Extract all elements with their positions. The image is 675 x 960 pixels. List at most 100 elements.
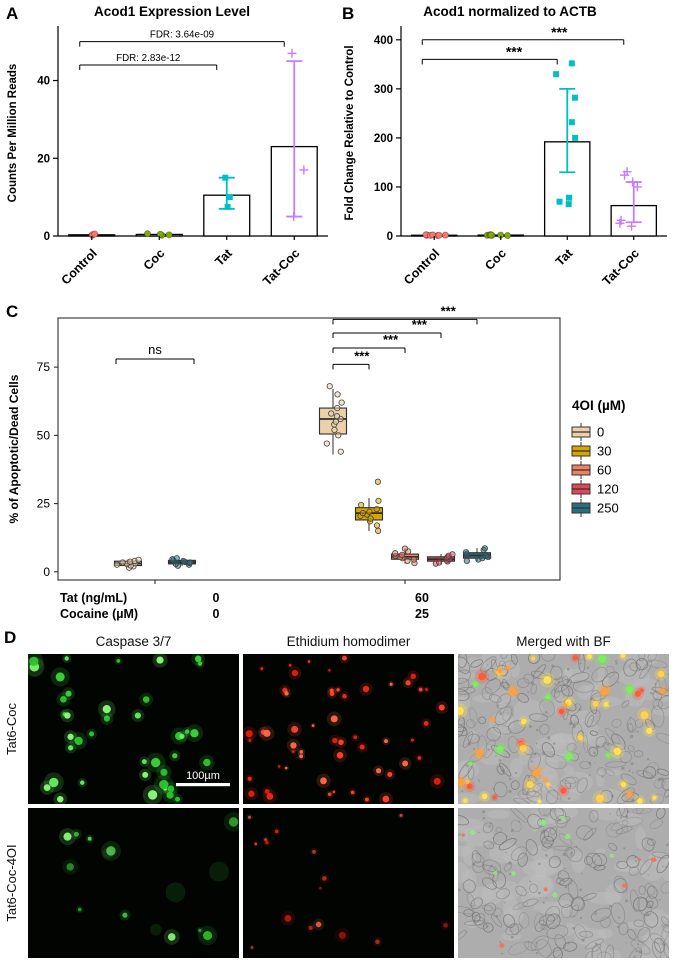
bf-cell bbox=[638, 885, 646, 895]
dot bbox=[330, 715, 338, 723]
bf-speck bbox=[629, 716, 632, 719]
bf-cell bbox=[505, 923, 523, 936]
bf-speck bbox=[545, 711, 548, 714]
bf-cell bbox=[616, 860, 629, 869]
bf-cell bbox=[482, 822, 494, 834]
bf-cell bbox=[662, 924, 669, 933]
bf-speck bbox=[499, 941, 502, 944]
micrograph-image-green bbox=[28, 808, 239, 958]
bf-speck bbox=[646, 757, 650, 761]
bf-speck bbox=[545, 897, 548, 899]
bf-speck bbox=[540, 830, 544, 834]
haze bbox=[209, 861, 230, 882]
data-point bbox=[119, 559, 126, 566]
bf-speck bbox=[593, 861, 596, 864]
bf-cell bbox=[491, 658, 499, 676]
dot bbox=[102, 704, 111, 714]
bf-cell bbox=[595, 736, 607, 748]
bf-speck bbox=[579, 916, 582, 920]
dot bbox=[274, 829, 279, 834]
bf-texture bbox=[549, 733, 583, 743]
bf-speck bbox=[624, 899, 629, 903]
bf-cell bbox=[528, 654, 541, 664]
bf-speck bbox=[458, 888, 461, 892]
data-point bbox=[366, 508, 373, 515]
bf-cell bbox=[569, 904, 580, 918]
data-point bbox=[441, 231, 449, 239]
bf-cell bbox=[630, 939, 651, 955]
bf-cell bbox=[548, 855, 561, 869]
bf-speck bbox=[595, 911, 597, 913]
dot bbox=[382, 795, 390, 803]
dot bbox=[142, 696, 150, 703]
bf-speck bbox=[568, 722, 573, 726]
overlay-dot bbox=[560, 787, 567, 794]
micrograph-tat6-coc-4oi-caspase bbox=[28, 808, 239, 958]
dot bbox=[290, 742, 297, 749]
dot bbox=[384, 739, 388, 744]
dot bbox=[248, 739, 252, 743]
y-tick-label: 200 bbox=[374, 133, 393, 145]
x-category-label: Tat bbox=[212, 246, 235, 269]
dot bbox=[338, 739, 344, 745]
dot bbox=[167, 785, 175, 793]
bf-cell bbox=[567, 703, 581, 716]
bf-cell bbox=[510, 846, 527, 861]
overlay-dot bbox=[543, 887, 548, 892]
bf-cell bbox=[493, 832, 507, 845]
bf-cell bbox=[543, 827, 557, 842]
bf-cell bbox=[552, 845, 573, 851]
bf-texture bbox=[596, 788, 625, 804]
bf-speck bbox=[591, 697, 593, 699]
dot bbox=[184, 729, 190, 734]
dot bbox=[362, 685, 370, 693]
bf-speck bbox=[623, 847, 626, 850]
bf-cell bbox=[488, 865, 499, 882]
data-point bbox=[404, 557, 411, 564]
overlay-dot bbox=[577, 734, 584, 741]
dot bbox=[350, 790, 355, 795]
bf-cell bbox=[644, 883, 656, 896]
bf-cell bbox=[632, 808, 652, 815]
bf-speck bbox=[575, 845, 578, 848]
bf-speck bbox=[654, 682, 657, 685]
bf-cell bbox=[610, 820, 629, 831]
overlay-dot bbox=[598, 655, 607, 663]
overlay-dot bbox=[532, 768, 541, 777]
overlay-dot bbox=[543, 777, 548, 782]
bf-speck bbox=[501, 769, 505, 773]
dot bbox=[247, 776, 252, 781]
bf-speck bbox=[527, 891, 529, 893]
legend-label: 60 bbox=[597, 463, 611, 478]
bf-speck bbox=[578, 708, 582, 712]
bf-cell bbox=[570, 714, 579, 726]
bf-speck bbox=[624, 748, 626, 750]
dot bbox=[307, 660, 311, 663]
bf-cell bbox=[621, 700, 630, 708]
bf-cell bbox=[583, 734, 589, 753]
bf-cell bbox=[517, 852, 528, 867]
fluorescence-background bbox=[243, 808, 454, 958]
bf-cell bbox=[633, 919, 645, 928]
bf-cell bbox=[654, 673, 669, 695]
data-point bbox=[173, 555, 180, 562]
bf-cell bbox=[470, 897, 483, 910]
overlay-dot bbox=[463, 798, 468, 804]
bf-speck bbox=[524, 700, 526, 702]
bf-speck bbox=[508, 789, 512, 793]
dot bbox=[299, 750, 304, 754]
bf-cell bbox=[645, 719, 656, 730]
bf-speck bbox=[547, 736, 551, 740]
bf-cell bbox=[629, 662, 641, 672]
data-point bbox=[334, 404, 341, 412]
bf-speck bbox=[617, 681, 620, 684]
dot bbox=[284, 766, 288, 770]
bf-speck bbox=[535, 742, 538, 745]
overlay-dot bbox=[472, 681, 479, 687]
bf-speck bbox=[510, 945, 513, 947]
significance-label: *** bbox=[412, 317, 428, 332]
dot bbox=[425, 688, 428, 691]
dot bbox=[250, 946, 254, 949]
dot bbox=[198, 928, 202, 932]
bf-speck bbox=[630, 762, 634, 766]
